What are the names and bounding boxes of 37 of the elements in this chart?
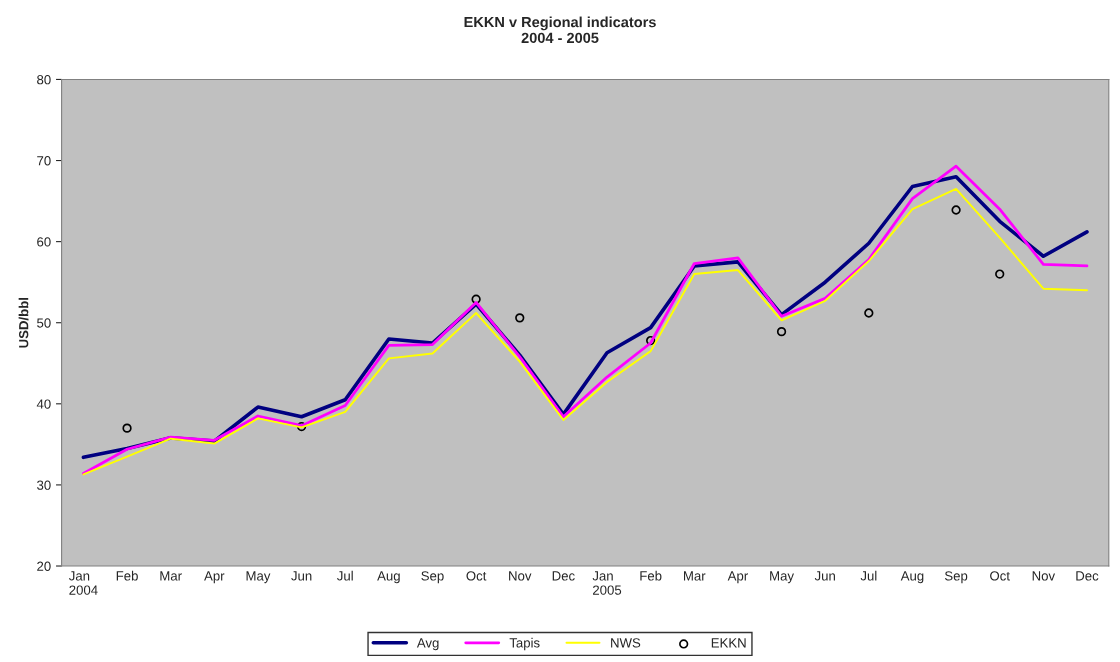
x-tick-label: Jan 2004 <box>68 571 98 595</box>
x-tick-label: Feb <box>640 570 662 581</box>
legend-label: NWS <box>611 638 641 648</box>
x-tick-label: Jul <box>336 570 353 581</box>
x-tick-label: Mar <box>684 571 706 581</box>
y-tick-label: 60 <box>37 237 51 247</box>
x-tick-label: Aug <box>377 571 400 584</box>
x-tick-label: Sep <box>421 571 444 584</box>
x-tick-label: Jun <box>291 571 312 581</box>
legend-label: Avg <box>416 638 439 651</box>
x-tick-label: Dec <box>552 571 575 581</box>
legend-label: Tapis <box>509 637 540 651</box>
chart-title: EKKN v Regional indicators 2004 - 2005 <box>464 16 656 44</box>
x-tick-label: Jul <box>860 570 877 581</box>
x-tick-label: Sep <box>944 571 968 584</box>
x-tick-label: May <box>770 571 794 584</box>
x-tick-label: Feb <box>116 570 138 581</box>
y-tick-label: 30 <box>37 480 51 490</box>
x-tick-label: Apr <box>204 571 225 584</box>
y-tick-label: 70 <box>37 156 51 166</box>
y-axis-title: USD/bbl <box>18 298 29 348</box>
x-tick-label: Oct <box>466 571 487 581</box>
y-tick-label: 40 <box>36 399 51 409</box>
x-tick-label: May <box>246 571 271 584</box>
x-tick-label: Oct <box>990 571 1010 581</box>
y-tick-label: 20 <box>37 561 51 571</box>
y-tick-label: 50 <box>37 318 51 328</box>
y-tick-label: 80 <box>37 75 51 85</box>
legend-label: EKKN <box>711 638 746 648</box>
x-tick-label: Apr <box>727 571 748 584</box>
x-tick-label: Dec <box>1076 571 1099 581</box>
x-tick-label: Nov <box>509 571 532 581</box>
x-tick-label: Jun <box>814 571 835 581</box>
x-tick-label: Jan 2005 <box>592 571 622 595</box>
x-tick-label: Nov <box>1032 571 1056 581</box>
x-tick-label: Mar <box>160 571 182 581</box>
x-tick-label: Aug <box>900 571 924 584</box>
